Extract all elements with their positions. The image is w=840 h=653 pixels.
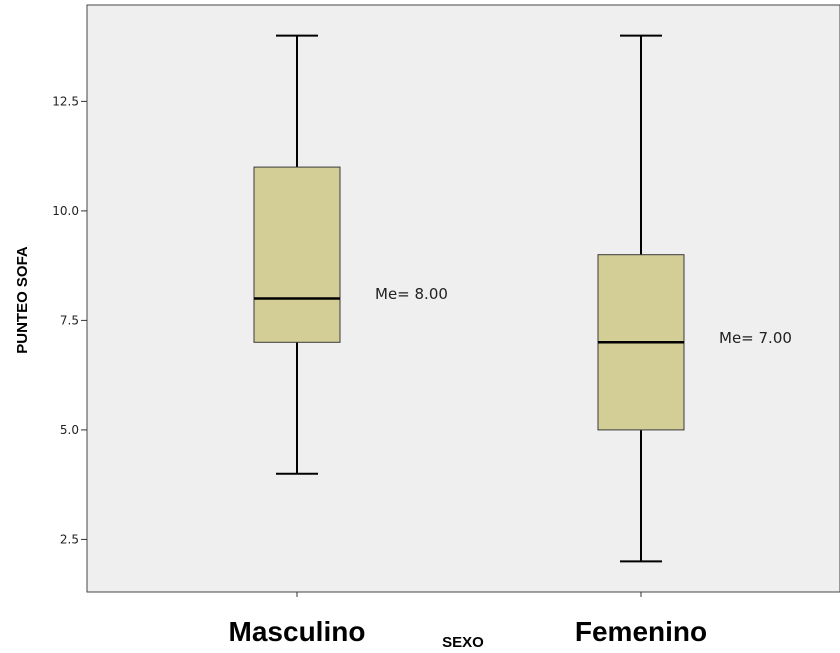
category-label-masculino: Masculino bbox=[229, 616, 366, 647]
x-axis: Masculino Femenino bbox=[229, 592, 707, 647]
iqr-box bbox=[253, 166, 341, 343]
y-axis-title: PUNTEO SOFA bbox=[14, 246, 31, 354]
box-masculino: Me= 8.00 bbox=[253, 34, 448, 475]
median-annotation: Me= 8.00 bbox=[375, 285, 448, 303]
boxes-layer: Me= 8.00 Me= 7.00 bbox=[253, 34, 792, 563]
y-tick-label: 5.0 bbox=[60, 423, 79, 437]
category-label-femenino: Femenino bbox=[575, 616, 707, 647]
y-tick-label: 7.5 bbox=[60, 313, 79, 327]
x-axis-title: SEXO bbox=[442, 634, 484, 651]
y-tick-label: 2.5 bbox=[60, 532, 79, 546]
box-femenino: Me= 7.00 bbox=[597, 34, 792, 563]
y-tick-label: 10.0 bbox=[52, 204, 79, 218]
y-axis: 2.5 5.0 7.5 10.0 12.5 bbox=[52, 94, 87, 546]
plot-area bbox=[86, 4, 840, 593]
y-tick-label: 12.5 bbox=[52, 94, 79, 108]
median-annotation: Me= 7.00 bbox=[719, 329, 792, 347]
